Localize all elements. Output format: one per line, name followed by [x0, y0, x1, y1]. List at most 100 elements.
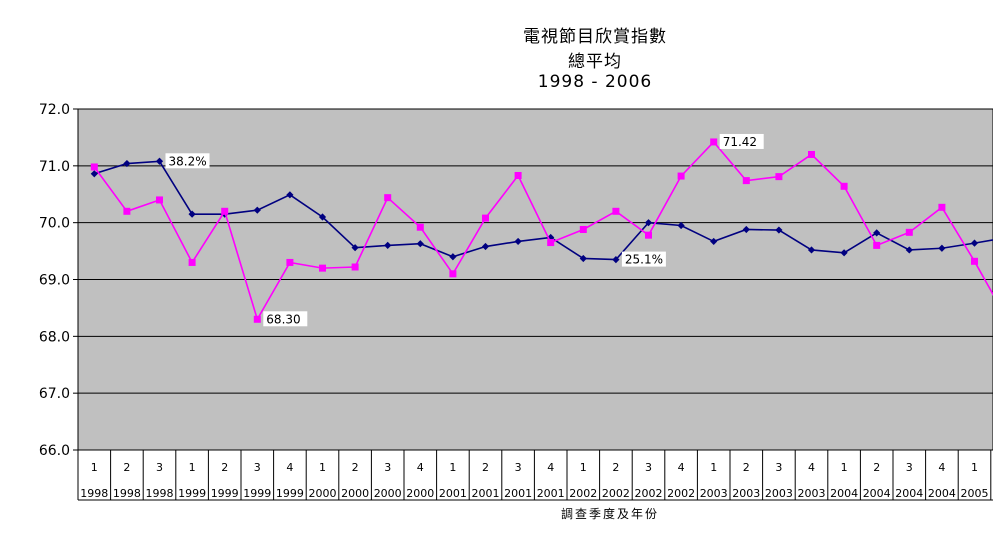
x-tick-year: 2004 [895, 487, 923, 500]
x-tick-quarter: 3 [254, 461, 261, 474]
series-2-point [579, 225, 587, 233]
series-2-point [156, 196, 163, 204]
series-1-point [416, 240, 424, 248]
x-tick-quarter: 4 [286, 461, 293, 474]
chart-title-line-1: 電視節目欣賞指數 [523, 27, 667, 47]
x-tick-quarter: 1 [319, 461, 326, 474]
series-2-point [840, 182, 848, 190]
data-label: 25.1% [625, 253, 663, 267]
series-1-point [188, 210, 196, 218]
x-tick-year: 2004 [863, 487, 891, 500]
x-tick-quarter: 4 [938, 461, 945, 474]
series-1-point [840, 249, 848, 257]
x-tick-year: 1999 [243, 487, 271, 500]
series-2-point [90, 163, 98, 171]
series-2-point [547, 239, 555, 247]
series-2-point [221, 207, 229, 215]
series-1-point [449, 253, 457, 261]
data-label-box [165, 153, 210, 169]
series-1-point [970, 239, 979, 247]
x-tick-quarter: 2 [482, 461, 489, 474]
x-tick-quarter: 2 [221, 461, 228, 474]
x-axis: 1 1998 2 1998 3 1998 1 1999 2 1999 3 1999 4 1999 1 2000… [77, 450, 993, 501]
x-tick-quarter: 4 [547, 461, 554, 474]
x-tick-quarter: 3 [156, 461, 163, 474]
series-1-point [351, 244, 359, 252]
x-tick-quarter: 1 [841, 461, 848, 474]
x-tick-year: 2002 [635, 487, 663, 500]
x-tick-year: 2000 [406, 487, 434, 500]
data-label: 68.30 [266, 312, 300, 326]
chart-title-line-2: 總平均 [568, 52, 622, 72]
x-tick-year: 2003 [732, 487, 760, 500]
x-tick-quarter: 3 [515, 461, 522, 474]
x-tick-quarter: 1 [580, 461, 587, 474]
series-1-point [123, 159, 131, 168]
gridlines [78, 165, 993, 394]
x-tick-quarter: 1 [971, 461, 978, 474]
series-1-point [807, 246, 816, 254]
series-1-point [90, 170, 98, 178]
series-1-point [612, 256, 620, 264]
x-tick-year: 2003 [798, 487, 826, 500]
series-2-point [710, 138, 718, 146]
x-tick-year: 2001 [439, 487, 467, 500]
y-tick-label: 68.0 [39, 329, 70, 345]
x-tick-year: 2004 [830, 487, 858, 500]
x-tick-year: 2002 [569, 487, 597, 500]
series-1-point [873, 229, 881, 237]
x-tick-year: 1999 [211, 487, 239, 500]
series-2-point [449, 270, 457, 278]
y-tick-label: 66.0 [39, 443, 70, 459]
x-tick-quarter: 1 [449, 461, 456, 474]
x-tick-year: 2003 [765, 487, 793, 500]
y-tick-label: 71.0 [39, 159, 70, 175]
x-tick-quarter: 3 [384, 461, 391, 474]
x-tick-year: 1999 [276, 487, 304, 500]
series-2-point [938, 203, 946, 211]
series-2-point [873, 241, 881, 249]
series-2-point [416, 223, 424, 231]
x-tick-quarter: 1 [710, 461, 717, 474]
series-1-point [775, 226, 783, 234]
data-label-box [621, 251, 666, 267]
x-tick-quarter: 2 [123, 461, 130, 474]
y-tick-label: 69.0 [39, 273, 70, 289]
series-2-point [482, 214, 489, 222]
series-2-point [742, 177, 750, 185]
series-2-point [384, 194, 392, 202]
series-1-point [286, 191, 294, 199]
series-1-point [481, 242, 490, 251]
x-tick-year: 2001 [472, 487, 500, 500]
x-tick-year: 2001 [504, 487, 532, 500]
x-tick-quarter: 3 [775, 461, 782, 474]
data-label: 38.2% [169, 154, 207, 168]
series-2-point [775, 173, 783, 181]
series-2-point [677, 172, 685, 180]
series-2-point [971, 257, 978, 265]
x-tick-quarter: 2 [873, 461, 880, 474]
series-1-point [905, 246, 913, 254]
series-1-point [677, 221, 685, 230]
x-tick-quarter: 3 [906, 461, 913, 474]
x-tick-year: 2004 [928, 487, 956, 500]
x-tick-quarter: 1 [91, 461, 98, 474]
annotations-group: 38.2% 68.30 25.1% 71.42 [165, 133, 764, 327]
series-2-point [612, 207, 620, 215]
series-2-point [645, 231, 652, 239]
x-tick-year: 2003 [700, 487, 728, 500]
x-tick-quarter: 2 [352, 461, 359, 474]
x-tick-quarter: 4 [417, 461, 424, 474]
series-1-point [384, 241, 392, 249]
x-tick-year: 1998 [113, 487, 141, 500]
y-axis-ticks: 66.0 67.0 68.0 69.0 70.0 71.0 72.0 [39, 102, 78, 459]
series-group [90, 138, 993, 323]
data-label-box [719, 133, 764, 149]
series-1-point [644, 219, 653, 227]
x-tick-year: 2005 [961, 487, 989, 500]
x-tick-year: 2002 [602, 487, 630, 500]
series-2-point [319, 264, 326, 272]
series-2-point [905, 228, 913, 236]
y-tick-label: 72.0 [39, 102, 70, 118]
y-tick-label: 70.0 [39, 216, 70, 232]
